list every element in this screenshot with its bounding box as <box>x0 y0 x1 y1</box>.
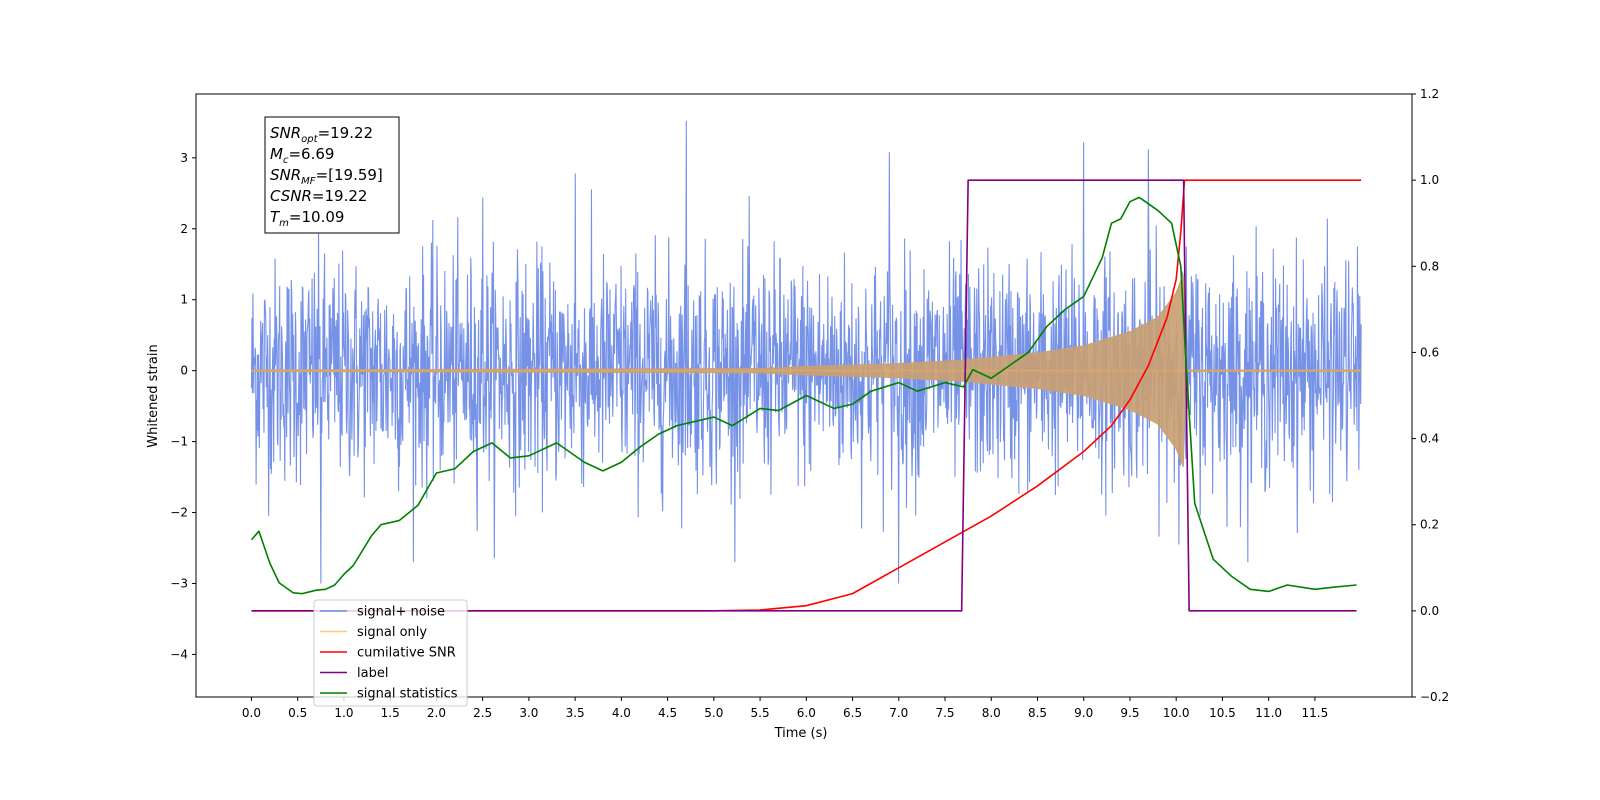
y-left-tick-label: −4 <box>170 647 188 661</box>
x-axis-label: Time (s) <box>774 726 828 741</box>
y-right-tick-label: 0.8 <box>1420 259 1439 273</box>
y-left-tick-label: −2 <box>170 506 188 520</box>
x-tick-label: 7.0 <box>889 706 908 720</box>
y-left-tick-label: −1 <box>170 435 188 449</box>
y-right-tick-label: −0.2 <box>1420 690 1449 704</box>
y-right-tick-label: 1.0 <box>1420 173 1439 187</box>
legend: signal+ noise signal only cumilative SNR la… <box>313 599 468 707</box>
y-left-tick-label: −3 <box>170 576 188 590</box>
x-tick-label: 1.5 <box>381 706 400 720</box>
signal-statistics-line <box>250 196 1357 595</box>
x-tick-label: 11.0 <box>1255 706 1282 720</box>
x-tick-label: 2.5 <box>473 706 492 720</box>
x-tick-label: 10.5 <box>1209 706 1236 720</box>
annotation-line: SNRopt=19.22 <box>270 124 373 145</box>
y-right-tick-label: 0.6 <box>1420 345 1439 359</box>
legend-frame <box>313 599 468 707</box>
x-tick-label: 6.5 <box>843 706 862 720</box>
x-tick-label: 7.5 <box>935 706 954 720</box>
annotation-frame <box>264 116 400 234</box>
line-series-group <box>250 179 1362 612</box>
signal-noise-series <box>250 120 1362 584</box>
x-tick-label: 5.0 <box>704 706 723 720</box>
y-right-tick-label: 0.0 <box>1420 604 1439 618</box>
legend-label: signal statistics <box>357 687 458 702</box>
legend-label: signal only <box>357 625 427 640</box>
x-tick-label: 5.5 <box>751 706 770 720</box>
y-axis-right: 1.2 1.0 0.8 0.6 0.4 0.2 0.0 −0.2 <box>1412 87 1449 704</box>
x-tick-label: 8.5 <box>1028 706 1047 720</box>
cumulative-snr-line <box>251 179 1362 612</box>
y-axis-left: 3 2 1 0 −1 −2 −3 −4 <box>170 151 196 661</box>
x-axis: 0.0 0.5 1.0 1.5 2.0 2.5 3.0 3.5 4.0 4.5 5.0 5.5 6.0 6… <box>242 697 1328 720</box>
x-tick-label: 4.5 <box>658 706 677 720</box>
signal-only-series <box>250 274 1362 468</box>
x-tick-label: 3.5 <box>566 706 585 720</box>
y-left-tick-label: 0 <box>180 364 188 378</box>
x-tick-label: 9.0 <box>1074 706 1093 720</box>
annotation-line: CSNR=19.22 <box>270 187 367 205</box>
x-tick-label: 8.0 <box>982 706 1001 720</box>
label-line <box>251 179 1357 612</box>
y-right-tick-label: 0.4 <box>1420 432 1439 446</box>
y-axis-label: Whitened strain <box>146 344 161 447</box>
annotation-box: SNRopt=19.22Mc=6.69SNRMF=[19.59]CSNR=19.… <box>264 116 400 234</box>
x-tick-label: 3.0 <box>519 706 538 720</box>
x-tick-label: 0.5 <box>288 706 307 720</box>
y-left-tick-label: 2 <box>180 222 188 236</box>
signal-noise-line <box>250 120 1362 584</box>
x-tick-label: 6.0 <box>797 706 816 720</box>
x-tick-label: 2.0 <box>427 706 446 720</box>
plot-frame <box>195 93 1413 698</box>
legend-label: signal+ noise <box>357 605 445 620</box>
x-tick-label: 9.5 <box>1120 706 1139 720</box>
annotation-line: Tm=10.09 <box>270 208 344 229</box>
annotation-line: Mc=6.69 <box>270 145 334 166</box>
y-left-tick-label: 3 <box>180 151 188 165</box>
x-tick-label: 0.0 <box>242 706 261 720</box>
y-right-tick-label: 0.2 <box>1420 518 1439 532</box>
y-right-tick-label: 1.2 <box>1420 87 1439 101</box>
annotation-line: SNRMF=[19.59] <box>270 166 383 187</box>
x-tick-label: 1.0 <box>334 706 353 720</box>
legend-label: label <box>357 666 388 681</box>
y-left-tick-label: 1 <box>180 293 188 307</box>
x-tick-label: 4.0 <box>612 706 631 720</box>
legend-label: cumilative SNR <box>357 646 456 661</box>
x-tick-label: 11.5 <box>1302 706 1329 720</box>
x-tick-label: 10.0 <box>1163 706 1190 720</box>
